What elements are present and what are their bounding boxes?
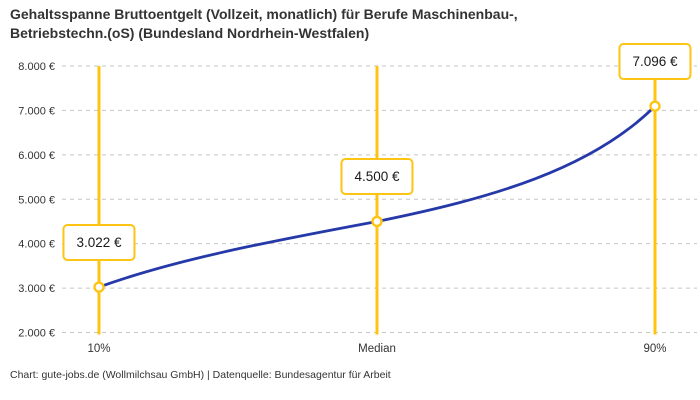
value-label-box: 3.022 €: [62, 224, 136, 262]
y-axis-label: 7.000 €: [18, 105, 55, 117]
chart-footer: Chart: gute-jobs.de (Wollmilchsau GmbH) …: [10, 369, 391, 381]
value-label-box: 7.096 €: [618, 43, 692, 81]
chart-title: Gehaltsspanne Bruttoentgelt (Vollzeit, m…: [10, 5, 518, 43]
chart-title-line1: Gehaltsspanne Bruttoentgelt (Vollzeit, m…: [10, 6, 518, 22]
data-point-marker: [93, 281, 105, 293]
x-axis-label: 90%: [643, 343, 666, 355]
y-axis-label: 4.000 €: [18, 239, 55, 251]
x-axis-label: 10%: [87, 343, 110, 355]
data-point-marker: [649, 100, 661, 112]
y-axis-label: 3.000 €: [18, 283, 55, 295]
y-axis-label: 2.000 €: [18, 328, 55, 340]
x-axis-label: Median: [358, 343, 396, 355]
y-axis-label: 6.000 €: [18, 150, 55, 162]
chart-title-line2: Betriebstechn.(oS) (Bundesland Nordrhein…: [10, 25, 370, 41]
y-axis-label: 5.000 €: [18, 194, 55, 206]
data-point-marker: [371, 215, 383, 228]
value-label-box: 4.500 €: [340, 158, 414, 196]
y-axis-label: 8.000 €: [18, 61, 55, 73]
